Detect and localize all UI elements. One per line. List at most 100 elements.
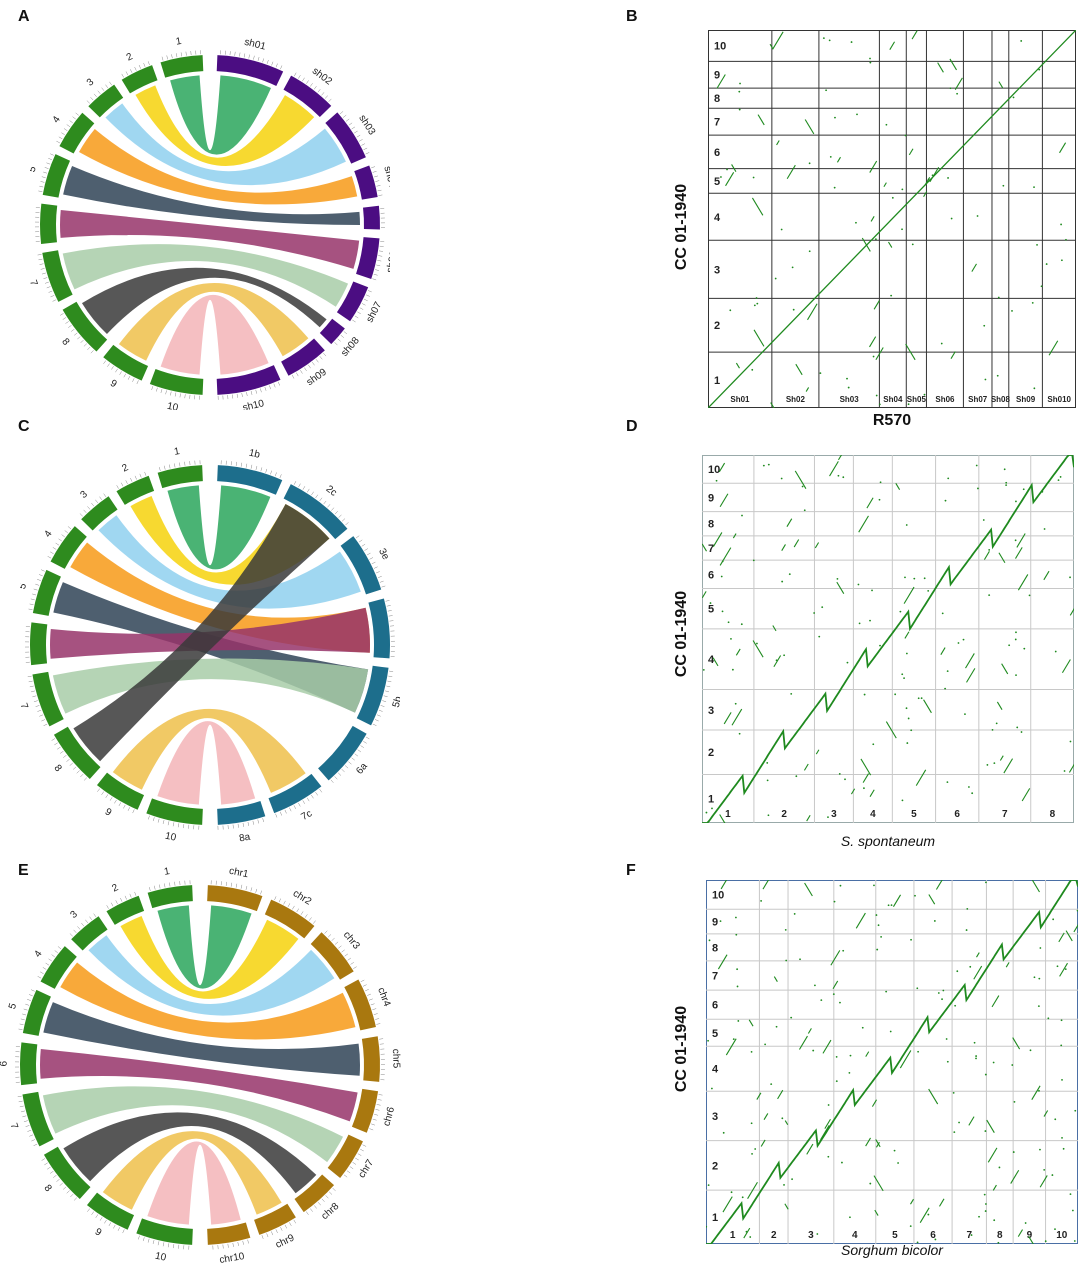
dotplot-f-segment-52 — [743, 1227, 751, 1239]
dotplot-d-segment-38 — [1068, 763, 1074, 773]
circos-c-ref-label-3: 3 — [78, 489, 90, 501]
dotplot-f-segment-11 — [1017, 1229, 1024, 1237]
dotplot-f-tick-labels: 1 2 3 4 5 6 7 8 9 10 1 2 3 4 5 6 7 8 9 10 — [712, 890, 1068, 1241]
dotplot-f-dot-13 — [764, 1043, 767, 1046]
dotplot-d-dot-14 — [766, 762, 769, 764]
dotplot-d-xtick-1: 1 — [725, 809, 731, 820]
dotplot-b-dot-32 — [738, 90, 741, 93]
dotplot-b-ytick-10: 10 — [714, 41, 726, 53]
circos-e-target-band-4 — [344, 979, 376, 1031]
dotplot-d-dot-98 — [905, 652, 908, 655]
dotplot-f-segment-44 — [892, 894, 902, 907]
circos-e-target-band-9 — [254, 1203, 296, 1235]
circos-e-ref-band-10 — [136, 1218, 193, 1245]
dotplot-d-dot-28 — [944, 687, 947, 690]
dotplot-f-xtick-8: 8 — [997, 1230, 1003, 1241]
dotplot-d-ytick-10: 10 — [708, 464, 720, 476]
dotplot-b-dot-62 — [752, 176, 755, 179]
circos-c-target-band-8 — [217, 801, 266, 825]
dotplot-b-dot-26 — [792, 308, 795, 311]
circos-c-target-label-8: 8a — [238, 832, 251, 845]
dotplot-d-xtick-5: 5 — [911, 809, 917, 820]
dotplot-f-dot-37 — [1054, 1228, 1056, 1231]
dotplot-b-segment-19 — [807, 303, 818, 321]
dotplot-b-dot-59 — [1060, 259, 1063, 262]
dotplot-f-dot-111 — [1033, 976, 1036, 979]
dotplot-b-xtick-6: Sh06 — [935, 395, 955, 404]
dotplot-b: CC 01-1940 1 2 3 4 5 6 7 8 9 10 Sh01 Sh02 Sh03 Sh04 Sh… — [673, 30, 1080, 435]
dotplot-f-segment-60 — [973, 965, 983, 980]
dotplot-b-segment-23 — [805, 387, 810, 392]
dotplot-d-dot-37 — [1015, 500, 1017, 503]
dotplot-d-dot-95 — [721, 610, 724, 613]
circos-e-target-label-6: chr6 — [381, 1105, 397, 1127]
dotplot-f-ytick-3: 3 — [712, 1111, 718, 1123]
dotplot-d-dot-21 — [947, 477, 950, 480]
dotplot-f-dot-70 — [736, 968, 739, 971]
dotplot-d-dot-22 — [1003, 468, 1006, 471]
circos-c-target-label-3: 3e — [376, 547, 391, 562]
dotplot-f-dot-52 — [983, 1193, 986, 1196]
circos-a-target-band-1 — [216, 55, 284, 87]
dotplot-b-dot-25 — [774, 277, 777, 280]
dotplot-d-segment-18 — [885, 721, 897, 739]
dotplot-f-dot-98 — [1076, 909, 1078, 912]
circos-e-ref-band-1 — [147, 885, 193, 909]
dotplot-b-dot-50 — [738, 108, 741, 111]
dotplot-d-xtick-4: 4 — [870, 809, 876, 820]
dotplot-d-segment-15 — [860, 758, 872, 776]
dotplot-d-segment-13 — [966, 668, 976, 683]
dotplot-b-segment-31 — [889, 41, 896, 50]
circos-c-ref-band-1 — [157, 465, 203, 489]
dotplot-d-ytick-6: 6 — [708, 569, 714, 581]
dotplot-d-xtick-8: 8 — [1050, 809, 1056, 820]
dotplot-b-diagonal — [708, 30, 1076, 408]
dotplot-b-xtick-1: Sh01 — [730, 395, 750, 404]
dotplot-d-ytick-8: 8 — [708, 519, 714, 531]
dotplot-f-dot-69 — [975, 1055, 978, 1057]
dotplot-b-dot-49 — [1002, 184, 1005, 187]
dotplot-f-dot-60 — [945, 1038, 948, 1040]
dotplot-f-ytick-9: 9 — [712, 917, 718, 929]
dotplot-d-segment-27 — [1003, 758, 1014, 774]
circos-c-link-1 — [167, 485, 271, 570]
dotplot-b-ytick-3: 3 — [714, 264, 720, 276]
circos-e-target-band-10 — [207, 1222, 251, 1245]
dotplot-f-segment-34 — [1031, 880, 1040, 893]
dotplot-f-dot-88 — [736, 985, 739, 988]
dotplot-f-dot-33 — [1043, 1168, 1046, 1171]
circos-a-ref-band-5 — [42, 154, 71, 198]
circos-a-ref-band-3 — [88, 84, 124, 118]
circos-a-ref-label-5: 5 — [30, 165, 39, 174]
dotplot-d-ytick-4: 4 — [708, 654, 715, 666]
dotplot-d-dot-84 — [795, 775, 798, 778]
dotplot-d-segment-39 — [719, 814, 726, 823]
dotplot-d-dot-9 — [910, 729, 913, 732]
dotplot-f-dot-17 — [966, 907, 969, 910]
dotplot-d-dot-107 — [818, 635, 821, 638]
dotplot-b-segment-20 — [1048, 340, 1059, 356]
dotplot-f-dot-129 — [958, 1121, 960, 1124]
circos-c-ref-label-4: 4 — [42, 528, 54, 539]
dotplot-f-segment-13 — [1010, 1169, 1020, 1184]
dotplot-f-xtick-3: 3 — [808, 1230, 814, 1241]
dotplot-b-segment-33 — [998, 81, 1004, 89]
dotplot-f-dot-43 — [1061, 1078, 1063, 1081]
circos-c-ref-label-5: 5 — [20, 582, 29, 591]
dotplot-b-dot-13 — [947, 177, 949, 179]
dotplot-d-dot-20 — [1069, 740, 1072, 743]
circos-a-target-band-3 — [325, 112, 366, 164]
dotplot-d-dot-68 — [767, 814, 770, 817]
dotplot-b-segment-36 — [873, 300, 880, 310]
dotplot-f-dot-107 — [933, 920, 936, 922]
dotplot-f-segment-31 — [928, 894, 936, 905]
dotplot-d-dot-65 — [920, 697, 923, 700]
dotplot-b-dot-67 — [846, 377, 848, 380]
circos-e-ref-band-7 — [22, 1091, 54, 1147]
dotplot-f-segment-9 — [899, 1050, 912, 1069]
circos-a-ref-band-8 — [62, 301, 108, 352]
dotplot-f-dot-32 — [1052, 918, 1055, 921]
dotplot-d-segment-8 — [837, 455, 843, 461]
dotplot-d-ytick-5: 5 — [708, 604, 714, 616]
circos-e-target-label-5: chr5 — [390, 1049, 402, 1069]
